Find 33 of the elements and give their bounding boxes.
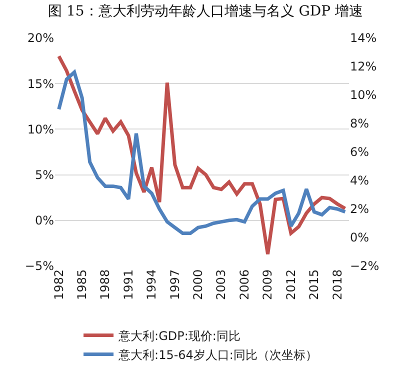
x-tick-label: 1997: [168, 269, 182, 300]
y-tick-label: 10%: [27, 122, 54, 136]
y-tick-label: 0%: [34, 214, 54, 228]
x-tick-label: 2003: [214, 269, 228, 300]
x-tick-label: 1985: [74, 269, 89, 300]
y2-tick-label: 4%: [350, 174, 370, 188]
x-tick-label: 2000: [191, 269, 206, 300]
x-tick-label: 2009: [260, 269, 275, 300]
y2-tick-label: 10%: [350, 88, 377, 102]
y-tick-label: −5%: [24, 259, 54, 274]
legend-label: 意大利:15-64岁人口:同比（次坐标）: [118, 348, 318, 362]
x-tick-label: 1982: [52, 269, 66, 300]
y2-tick-label: 14%: [350, 31, 377, 46]
y-tick-label: 5%: [34, 168, 54, 182]
x-tick-label: 1994: [144, 269, 159, 300]
x-tick-label: 2015: [307, 269, 322, 300]
x-tick-label: 2012: [284, 269, 298, 300]
line-series: [57, 54, 347, 256]
x-tick-label: 1991: [121, 269, 136, 300]
y2-tick-label: 12%: [350, 60, 377, 74]
y2-tick-label: 2%: [350, 202, 370, 216]
y2-tick-label: 6%: [350, 145, 370, 160]
y2-tick-label: 8%: [350, 116, 370, 131]
x-tick-label: 2006: [237, 269, 252, 300]
y-tick-label: 20%: [27, 31, 54, 46]
y2-tick-label: 0%: [350, 230, 370, 245]
y-tick-label: 15%: [27, 76, 54, 91]
x-tick-label: 1988: [98, 269, 112, 300]
x-tick-label: 2018: [330, 269, 344, 300]
y2-tick-label: −2%: [350, 259, 380, 274]
chart-title: 图 15：意大利劳动年龄人口增速与名义 GDP 增速: [48, 4, 363, 20]
legend-label: 意大利:GDP:现价:同比: [118, 328, 240, 343]
line-series: [57, 70, 347, 235]
